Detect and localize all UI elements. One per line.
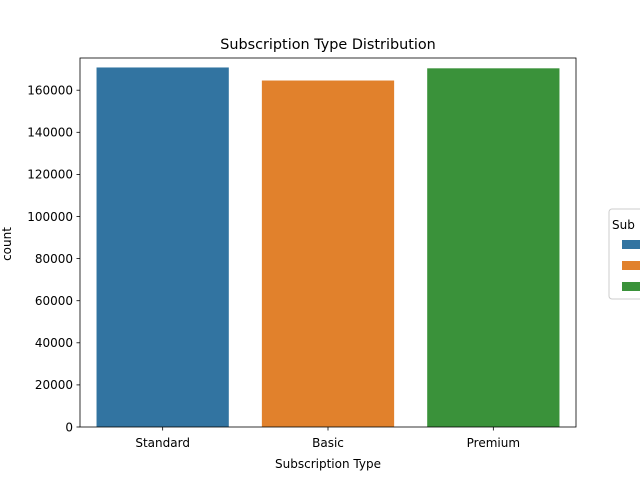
legend-frame — [608, 208, 640, 300]
legend-swatch — [622, 261, 640, 270]
bar-basic — [261, 80, 395, 427]
y-axis-label: count — [0, 227, 14, 261]
legend-swatch — [622, 240, 640, 249]
bar-standard — [96, 67, 229, 427]
x-tick-label: Basic — [312, 436, 344, 450]
y-tick-label: 0 — [65, 420, 73, 434]
x-tick-label: Standard — [135, 436, 190, 450]
chart-title: Subscription Type Distribution — [220, 37, 436, 53]
axes-frame — [79, 57, 577, 428]
y-tick-label: 140000 — [27, 126, 73, 140]
y-tick-label: 160000 — [27, 84, 73, 98]
y-tick-label: 80000 — [35, 252, 73, 266]
bar-premium — [427, 68, 560, 427]
y-tick-label: 20000 — [35, 378, 73, 392]
legend-swatch — [622, 282, 640, 291]
y-tick-label: 100000 — [27, 210, 73, 224]
x-axis-label: Subscription Type — [275, 457, 381, 471]
plot-area: Standard Basic Premium 0 20000 40000 60000 8000… — [27, 57, 577, 450]
y-tick-label: 40000 — [35, 336, 73, 350]
legend: Sub — [608, 208, 640, 300]
y-tick-label: 120000 — [27, 168, 73, 182]
legend-title: Sub — [612, 218, 635, 232]
y-tick-label: 60000 — [35, 294, 73, 308]
x-tick-label: Premium — [467, 436, 520, 450]
